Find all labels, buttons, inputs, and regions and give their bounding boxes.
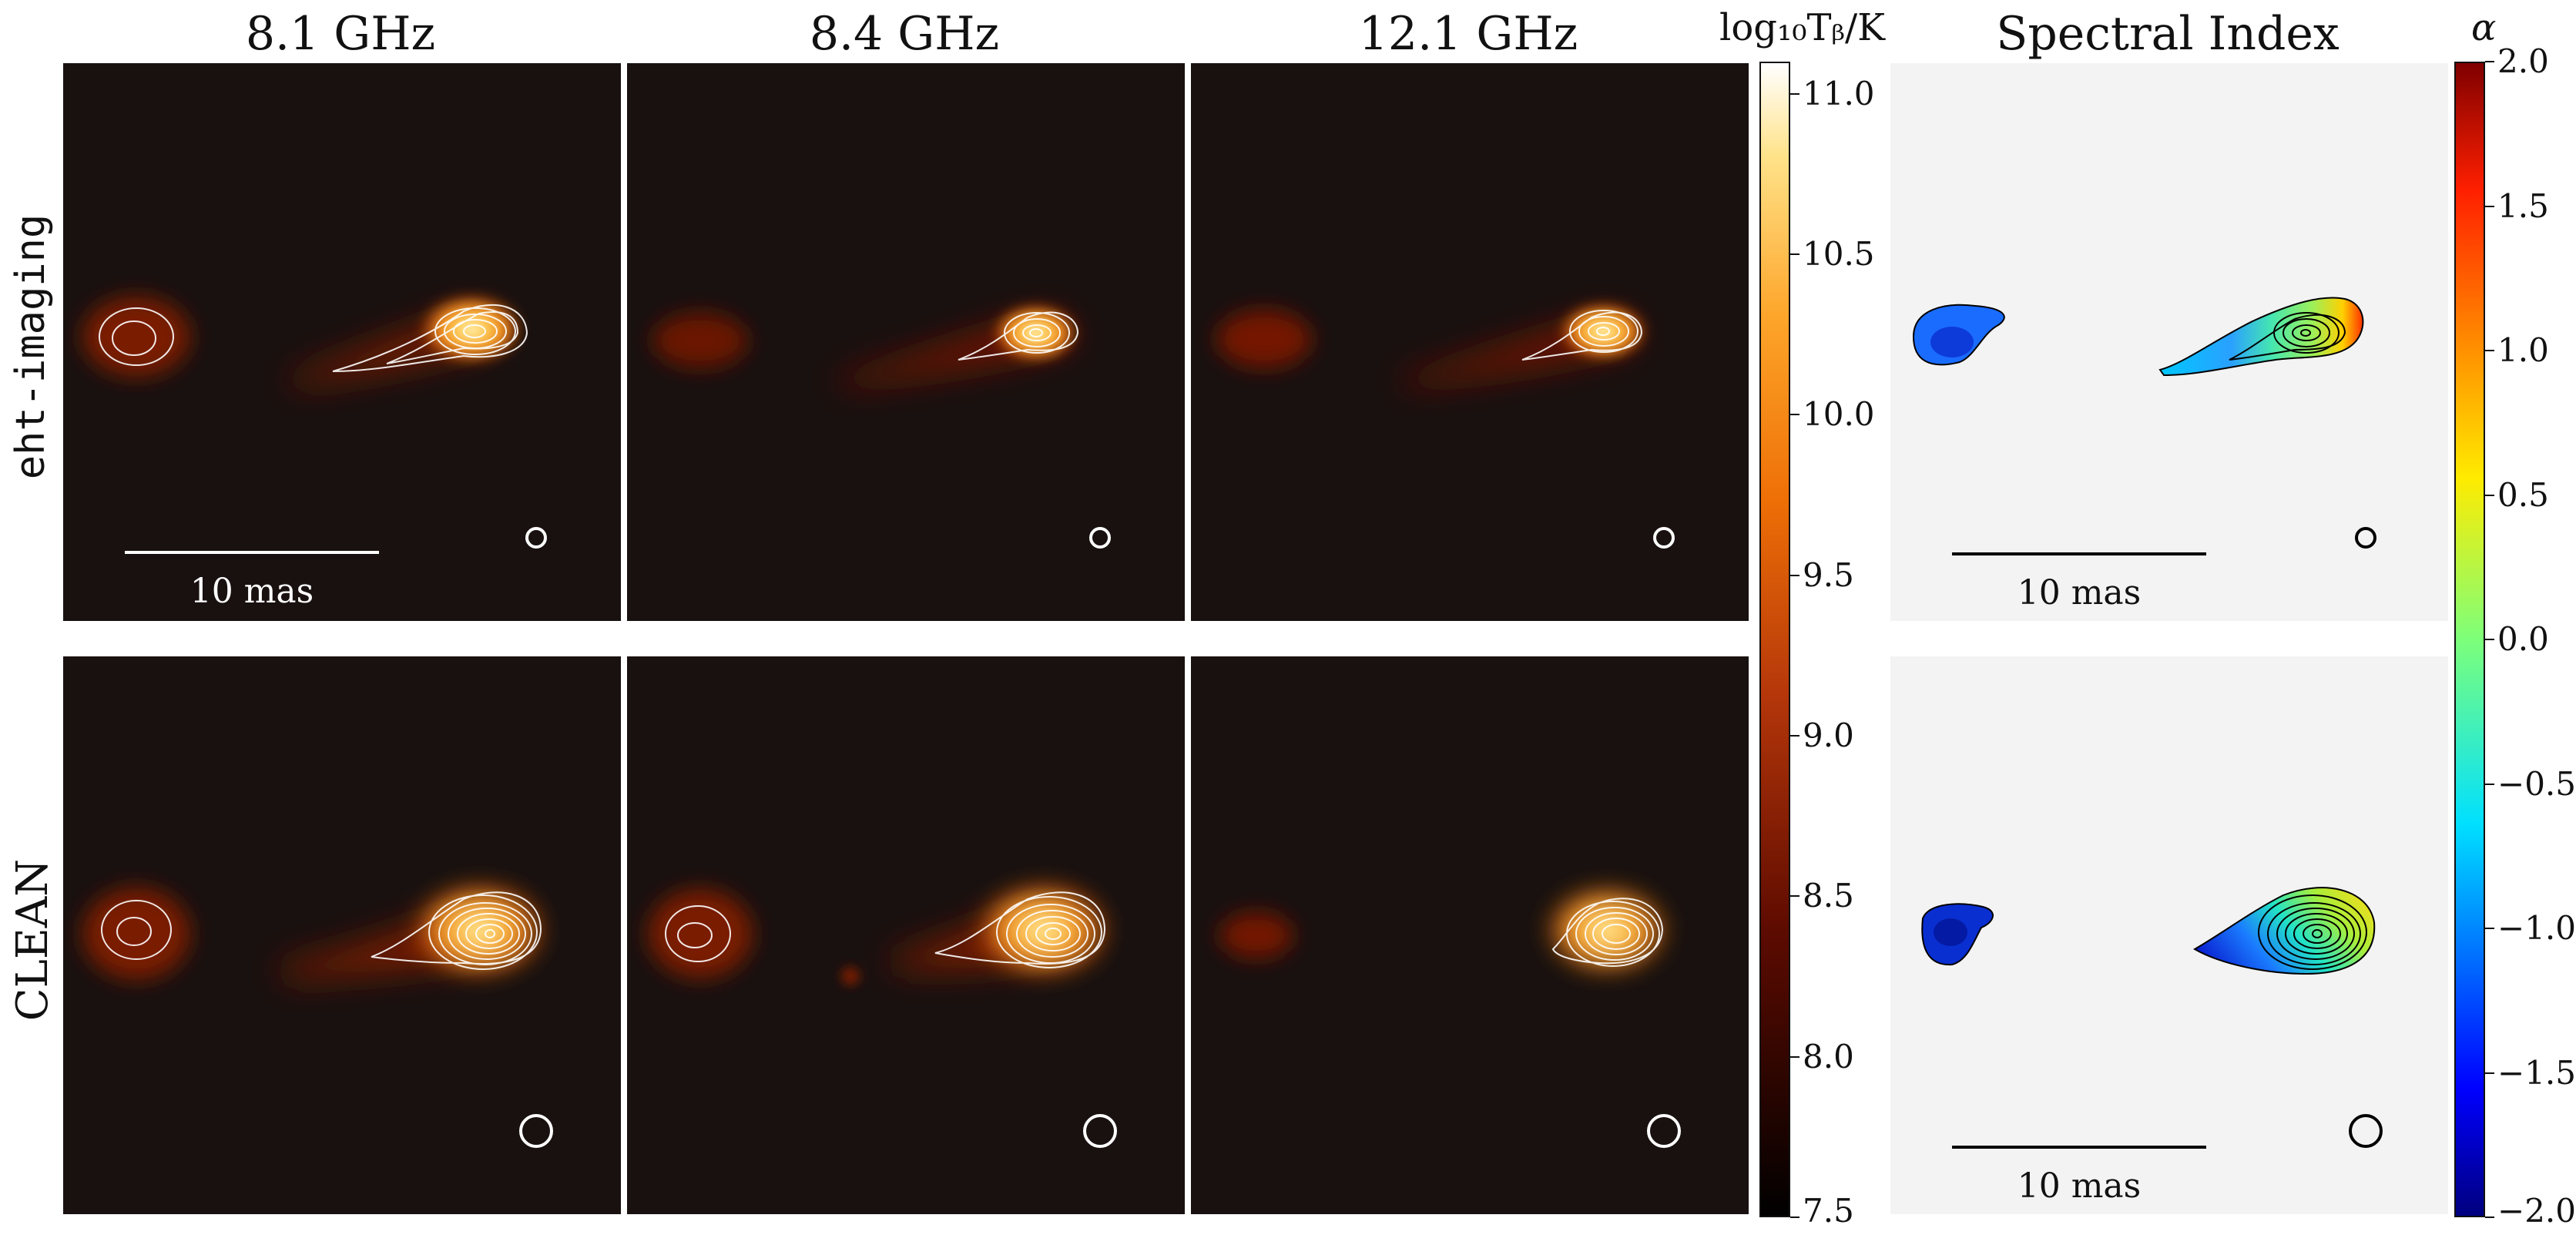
scale-bar-label: 10 mas (2018, 1166, 2142, 1206)
spectral-tick-label: 2.0 (2497, 42, 2549, 80)
brightness-tick-label: 7.5 (1803, 1192, 1854, 1230)
row-label-eht-imaging: eht-imaging (8, 213, 54, 480)
spectral-tick-mark (2485, 639, 2494, 640)
spectral-tick-mark (2485, 928, 2494, 929)
panel-clean-12-1ghz (1191, 656, 1749, 1214)
column-title-spectral-index: Spectral Index (1996, 7, 2340, 61)
row-label-clean: CLEAN (8, 858, 58, 1022)
column-title-8-4ghz: 8.4 GHz (809, 7, 1000, 61)
brightness-tick-label: 10.0 (1803, 395, 1875, 434)
panel-clean-spectral-index: 10 mas (1890, 656, 2448, 1214)
column-title-8-1ghz: 8.1 GHz (245, 7, 436, 61)
panel-clean-8-1ghz (63, 656, 621, 1214)
column-title-12-1ghz: 12.1 GHz (1358, 7, 1578, 61)
spectral-tick-label: −2.0 (2497, 1192, 2576, 1230)
brightness-tick-label: 8.0 (1803, 1037, 1854, 1076)
spectral-colorbar (2454, 62, 2485, 1217)
panel-eht-12-1ghz (1191, 63, 1749, 621)
beam-circle (2355, 527, 2376, 549)
beam-circle (519, 1114, 553, 1148)
brightness-tick-mark (1790, 253, 1800, 255)
scale-bar-label: 10 mas (2018, 573, 2142, 612)
spectral-tick-label: 0.5 (2497, 475, 2549, 514)
spectral-tick-label: −1.0 (2497, 909, 2576, 947)
brightness-tick-label: 10.5 (1803, 235, 1875, 273)
panel-clean-8-4ghz (627, 656, 1185, 1214)
spectral-tick-label: 0.0 (2497, 620, 2549, 658)
beam-circle (525, 527, 547, 549)
brightness-colorbar (1759, 62, 1790, 1217)
panel-eht-8-1ghz: 10 mas (63, 63, 621, 621)
spectral-tick-mark (2485, 350, 2494, 351)
brightness-colorbar-title: log₁₀Tᵦ/K (1719, 6, 1885, 49)
brightness-tick-label: 9.0 (1803, 716, 1854, 754)
spectral-tick-label: 1.0 (2497, 331, 2549, 369)
spectral-tick-mark (2485, 1216, 2494, 1218)
brightness-tick-mark (1790, 92, 1800, 95)
spectral-tick-mark (2485, 205, 2494, 207)
panel-eht-8-4ghz (627, 63, 1185, 621)
spectral-tick-mark (2485, 494, 2494, 496)
brightness-tick-mark (1790, 414, 1800, 416)
brightness-tick-mark (1790, 735, 1800, 737)
scale-bar-label: 10 mas (190, 572, 314, 611)
brightness-tick-label: 8.5 (1803, 877, 1854, 915)
beam-circle (1647, 1114, 1681, 1148)
spectral-tick-label: −0.5 (2497, 764, 2576, 803)
beam-circle (1653, 527, 1675, 549)
brightness-tick-mark (1790, 895, 1800, 898)
spectral-tick-mark (2485, 783, 2494, 785)
brightness-tick-mark (1790, 1055, 1800, 1058)
beam-circle (2349, 1114, 2383, 1148)
spectral-colorbar-title: α (2471, 6, 2497, 49)
spectral-tick-mark (2485, 1072, 2494, 1074)
spectral-tick-label: 1.5 (2497, 186, 2549, 225)
spectral-tick-mark (2485, 61, 2494, 62)
beam-circle (1083, 1114, 1117, 1148)
brightness-tick-label: 9.5 (1803, 555, 1854, 594)
brightness-tick-label: 11.0 (1803, 74, 1875, 112)
beam-circle (1089, 527, 1111, 549)
spectral-tick-label: −1.5 (2497, 1053, 2576, 1092)
brightness-tick-mark (1790, 1216, 1800, 1218)
panel-eht-spectral-index: 10 mas (1890, 63, 2448, 621)
brightness-tick-mark (1790, 574, 1800, 576)
